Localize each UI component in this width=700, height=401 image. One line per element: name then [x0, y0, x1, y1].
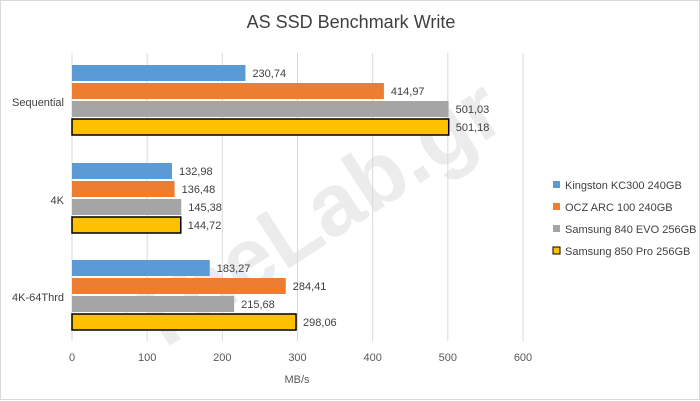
legend-label: OCZ ARC 100 240GB: [565, 202, 673, 214]
bar: [72, 199, 182, 215]
data-label: 136,48: [182, 184, 216, 196]
bar: [72, 101, 449, 117]
x-tick-label: 200: [213, 352, 231, 364]
legend-label: Samsung 850 Pro 256GB: [565, 246, 690, 258]
data-label: 215,68: [241, 299, 275, 311]
data-label: 501,18: [456, 122, 490, 134]
bar: [72, 83, 384, 99]
data-label: 501,03: [456, 104, 490, 116]
category-label: 4K-64Thrd: [12, 292, 64, 304]
bar: [71, 216, 182, 234]
x-tick-label: 400: [363, 352, 381, 364]
x-tick-label: 300: [288, 352, 306, 364]
chart-title: AS SSD Benchmark Write: [247, 12, 456, 32]
category-label: 4K: [51, 195, 65, 207]
bar: [72, 65, 246, 81]
data-label: 145,38: [188, 202, 222, 214]
legend-swatch: [553, 225, 560, 232]
data-label: 298,06: [303, 317, 337, 329]
bar: [71, 313, 297, 331]
data-label: 144,72: [188, 220, 222, 232]
x-tick-label: 600: [514, 352, 532, 364]
data-label: 183,27: [217, 263, 251, 275]
x-tick-label: 100: [138, 352, 156, 364]
x-axis-title: MB/s: [284, 374, 310, 386]
data-label: 230,74: [252, 68, 286, 80]
bars: [71, 65, 450, 331]
bar: [72, 181, 175, 197]
bar: [72, 296, 235, 312]
legend-swatch: [553, 203, 560, 210]
bar: [72, 278, 286, 294]
bar: [71, 118, 450, 136]
legend: Kingston KC300 240GB OCZ ARC 100 240GB Sam…: [552, 180, 696, 258]
data-label: 414,97: [391, 86, 425, 98]
y-axis-categories: Sequential 4K 4K-64Thrd: [12, 97, 65, 304]
legend-swatch: [553, 181, 560, 188]
x-axis-ticks: 0 100 200 300 400 500 600: [69, 352, 532, 364]
legend-swatch: [552, 246, 561, 255]
x-tick-label: 500: [439, 352, 457, 364]
bar: [72, 163, 172, 179]
x-tick-label: 0: [69, 352, 75, 364]
data-labels: 230,74 414,97 501,03 501,18 132,98 136,48 145,…: [179, 68, 489, 329]
legend-label: Kingston KC300 240GB: [565, 180, 682, 192]
category-label: Sequential: [12, 97, 64, 109]
legend-label: Samsung 840 EVO 256GB: [565, 224, 696, 236]
data-label: 132,98: [179, 166, 213, 178]
data-label: 284,41: [293, 281, 327, 293]
bar: [72, 260, 210, 276]
